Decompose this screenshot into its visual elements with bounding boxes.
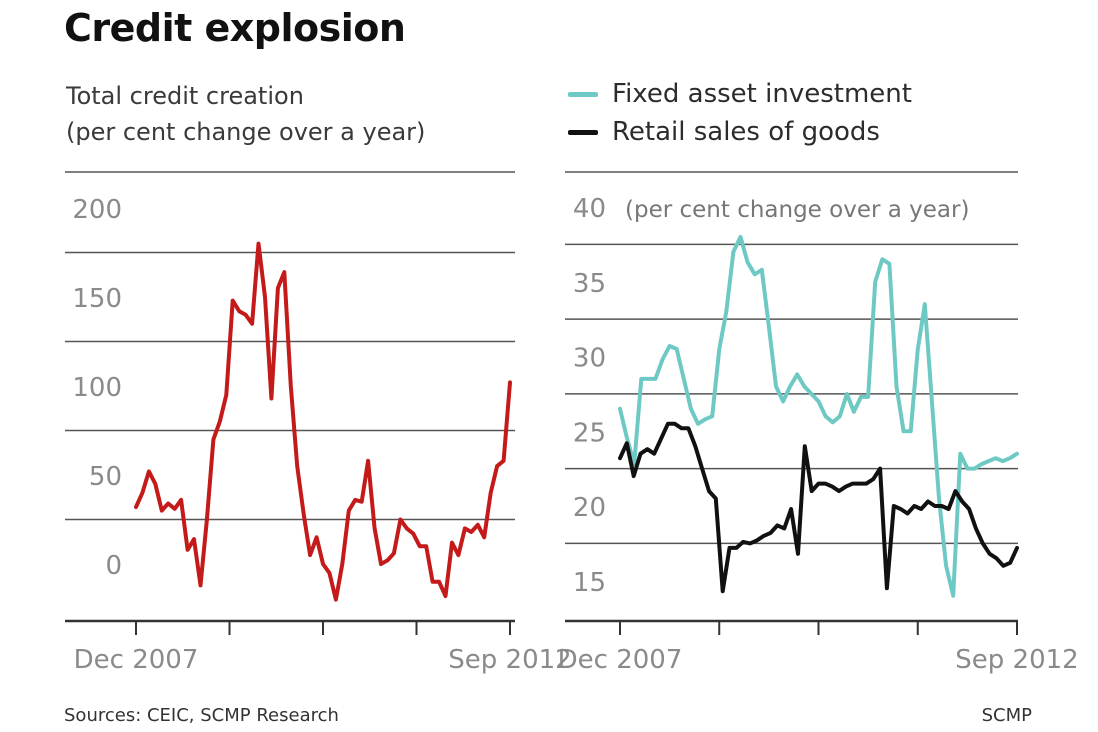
sources-note: Sources: CEIC, SCMP Research	[64, 705, 339, 726]
right-chart-grid	[565, 171, 1018, 545]
left-y-tick-label: 200	[72, 195, 122, 225]
left-chart-lines	[134, 241, 512, 602]
left-x-tick-label-start: Dec 2007	[74, 645, 199, 675]
right-x-tick-label-start: Dec 2007	[558, 645, 683, 675]
left-subtitle-line2: (per cent change over a year)	[66, 118, 426, 146]
left-chart-subtitle: Total credit creation (per cent change o…	[66, 78, 425, 150]
publisher-credit: SCMP	[981, 705, 1032, 726]
right-y-tick-label: 15	[573, 568, 606, 598]
left-chart-grid	[65, 171, 515, 521]
left-x-tick-label-end: Sep 2012	[448, 645, 571, 675]
left-series-line-total-credit-creation	[134, 241, 512, 602]
legend-swatch-retail	[568, 129, 598, 135]
right-series-line-retail-sales-of-goods	[618, 421, 1019, 594]
left-y-tick-label: 150	[72, 284, 122, 314]
legend-swatch-fai	[568, 91, 598, 97]
right-chart-y-ticks: 15 20 25 30 35 40	[573, 194, 606, 598]
left-y-tick-label: 0	[105, 551, 122, 581]
chart-title: Credit explosion	[64, 6, 406, 50]
right-y-tick-label: 25	[573, 418, 606, 448]
right-chart-x-axis: Dec 2007 Sep 2012	[558, 619, 1079, 675]
legend-label-fai: Fixed asset investment	[612, 79, 912, 109]
right-y-tick-label: 30	[573, 344, 606, 374]
right-chart-lines	[618, 234, 1019, 598]
legend-item-retail-sales: Retail sales of goods	[568, 114, 880, 150]
legend-item-fixed-asset-investment: Fixed asset investment	[568, 76, 912, 112]
right-y-tick-label: 35	[573, 269, 606, 299]
left-subtitle-line1: Total credit creation	[66, 82, 304, 110]
left-y-tick-label: 100	[72, 373, 122, 403]
legend-label-retail: Retail sales of goods	[612, 117, 880, 147]
right-chart-unit-label: (per cent change over a year)	[625, 197, 969, 223]
left-y-tick-label: 50	[89, 462, 122, 492]
right-y-tick-label: 20	[573, 493, 606, 523]
right-x-tick-label-end: Sep 2012	[955, 645, 1078, 675]
right-y-tick-label: 40	[573, 194, 606, 224]
left-chart-x-axis: Dec 2007 Sep 2012	[65, 619, 572, 675]
left-chart-y-ticks: 0 50 100 150 200	[72, 195, 122, 581]
right-series-line-fixed-asset-investment	[618, 234, 1019, 598]
